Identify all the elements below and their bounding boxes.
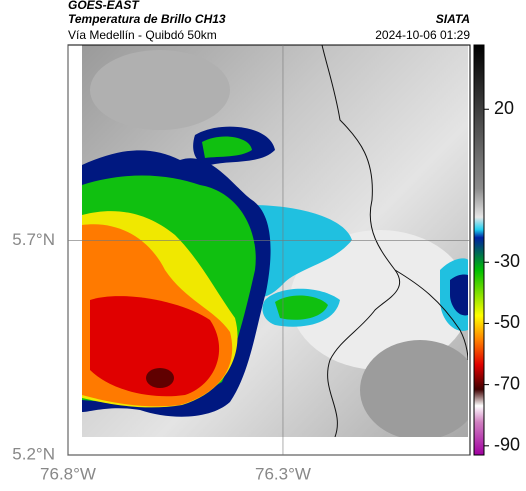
region: Vía Medellín - Quibdó 50km: [68, 28, 217, 42]
lat-label: 5.7°N: [12, 230, 55, 249]
colorbar: [473, 44, 485, 456]
colorbar-tick-label: -30: [494, 251, 520, 271]
satellite-image: [82, 45, 468, 437]
product: Temperatura de Brillo CH13: [68, 12, 226, 26]
lon-label: 76.8°W: [40, 464, 96, 483]
timestamp: 2024-10-06 01:29: [375, 28, 470, 42]
lat-label: 5.2°N: [12, 444, 55, 463]
colorbar-tick-label: -70: [494, 373, 520, 393]
org: SIATA: [436, 12, 470, 26]
colorbar-tick-label: -90: [494, 435, 520, 455]
colorbar-tick-label: -50: [494, 312, 520, 332]
colorbar-tick-label: 20: [494, 98, 514, 118]
satellite: GOES-EAST: [68, 0, 140, 12]
lon-label: 76.3°W: [255, 464, 311, 483]
